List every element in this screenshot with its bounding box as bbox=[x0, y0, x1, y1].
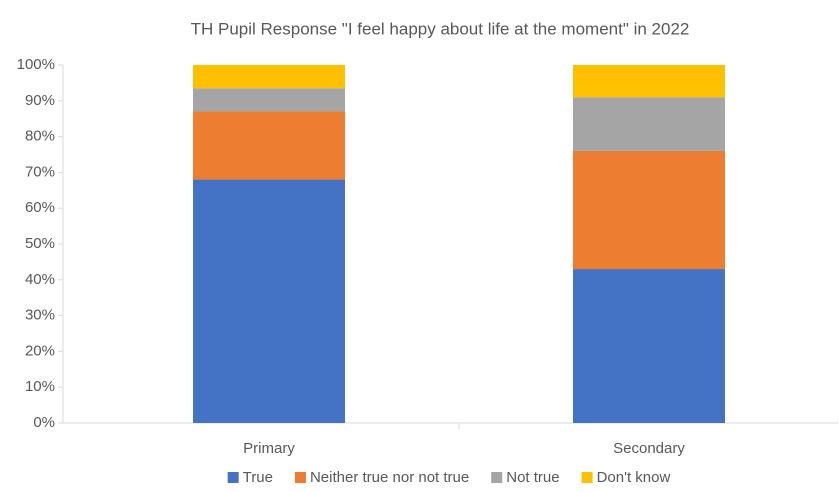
legend-label: Don't know bbox=[597, 469, 671, 486]
legend-label: True bbox=[243, 469, 273, 486]
chart-title: TH Pupil Response "I feel happy about li… bbox=[191, 19, 690, 38]
legend-swatch bbox=[491, 472, 503, 483]
legend-label: Neither true nor not true bbox=[310, 469, 469, 486]
y-tick-label: 0% bbox=[33, 414, 55, 431]
legend-swatch bbox=[581, 472, 593, 483]
y-tick-label: 50% bbox=[25, 235, 55, 252]
x-tick-label: Secondary bbox=[613, 440, 685, 457]
bar-segment bbox=[193, 65, 345, 89]
bar-segment bbox=[193, 111, 345, 180]
bar-segment bbox=[193, 88, 345, 112]
y-tick-label: 60% bbox=[25, 199, 55, 216]
y-tick-label: 80% bbox=[25, 128, 55, 145]
y-tick-label: 40% bbox=[25, 271, 55, 288]
bar-segment bbox=[573, 97, 725, 151]
bar-segment bbox=[573, 65, 725, 98]
legend-swatch bbox=[227, 472, 239, 483]
bar-segment bbox=[193, 179, 345, 423]
bar-segment bbox=[573, 150, 725, 270]
y-tick-label: 20% bbox=[25, 342, 55, 359]
y-tick-label: 10% bbox=[25, 378, 55, 395]
y-tick-label: 90% bbox=[25, 92, 55, 109]
y-tick-label: 70% bbox=[25, 163, 55, 180]
x-tick-label: Primary bbox=[243, 440, 295, 457]
legend-swatch bbox=[294, 472, 306, 483]
legend-label: Not true bbox=[506, 469, 559, 486]
y-tick-label: 100% bbox=[17, 56, 55, 73]
bar-segment bbox=[573, 269, 725, 423]
y-tick-label: 30% bbox=[25, 307, 55, 324]
